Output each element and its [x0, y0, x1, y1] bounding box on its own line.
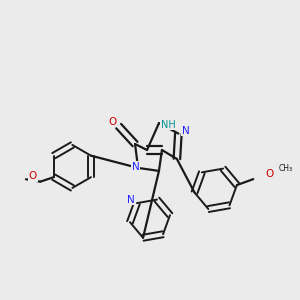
- Text: N: N: [182, 126, 190, 136]
- Text: O: O: [266, 169, 274, 179]
- Text: N: N: [127, 194, 135, 205]
- Text: NH: NH: [160, 120, 175, 130]
- Text: O: O: [109, 117, 117, 127]
- Text: O: O: [29, 171, 37, 181]
- Text: CH₃: CH₃: [279, 164, 293, 173]
- Text: N: N: [132, 162, 140, 172]
